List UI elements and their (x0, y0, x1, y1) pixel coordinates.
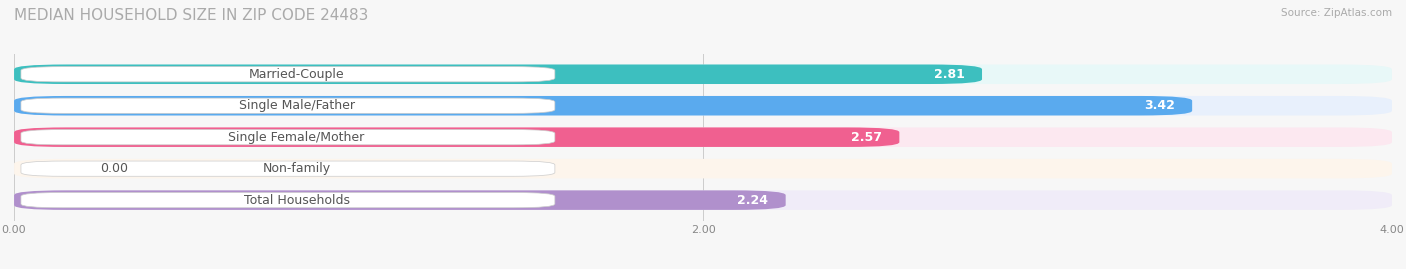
FancyBboxPatch shape (21, 130, 555, 145)
Text: Source: ZipAtlas.com: Source: ZipAtlas.com (1281, 8, 1392, 18)
FancyBboxPatch shape (14, 190, 786, 210)
Text: 2.81: 2.81 (934, 68, 965, 81)
FancyBboxPatch shape (14, 96, 1192, 115)
FancyBboxPatch shape (21, 161, 555, 176)
Text: 2.57: 2.57 (851, 131, 882, 144)
FancyBboxPatch shape (14, 159, 1392, 178)
Text: MEDIAN HOUSEHOLD SIZE IN ZIP CODE 24483: MEDIAN HOUSEHOLD SIZE IN ZIP CODE 24483 (14, 8, 368, 23)
FancyBboxPatch shape (14, 65, 981, 84)
FancyBboxPatch shape (21, 67, 555, 82)
FancyBboxPatch shape (14, 128, 1392, 147)
FancyBboxPatch shape (14, 65, 1392, 84)
FancyBboxPatch shape (14, 96, 1392, 115)
Text: 0.00: 0.00 (100, 162, 128, 175)
Text: Married-Couple: Married-Couple (249, 68, 344, 81)
FancyBboxPatch shape (21, 193, 555, 208)
Text: Total Households: Total Households (243, 194, 350, 207)
FancyBboxPatch shape (14, 128, 900, 147)
Text: 2.24: 2.24 (738, 194, 769, 207)
FancyBboxPatch shape (21, 98, 555, 113)
Text: 3.42: 3.42 (1144, 99, 1175, 112)
Text: Single Female/Mother: Single Female/Mother (228, 131, 364, 144)
Text: Single Male/Father: Single Male/Father (239, 99, 354, 112)
Text: Non-family: Non-family (263, 162, 330, 175)
FancyBboxPatch shape (14, 190, 1392, 210)
